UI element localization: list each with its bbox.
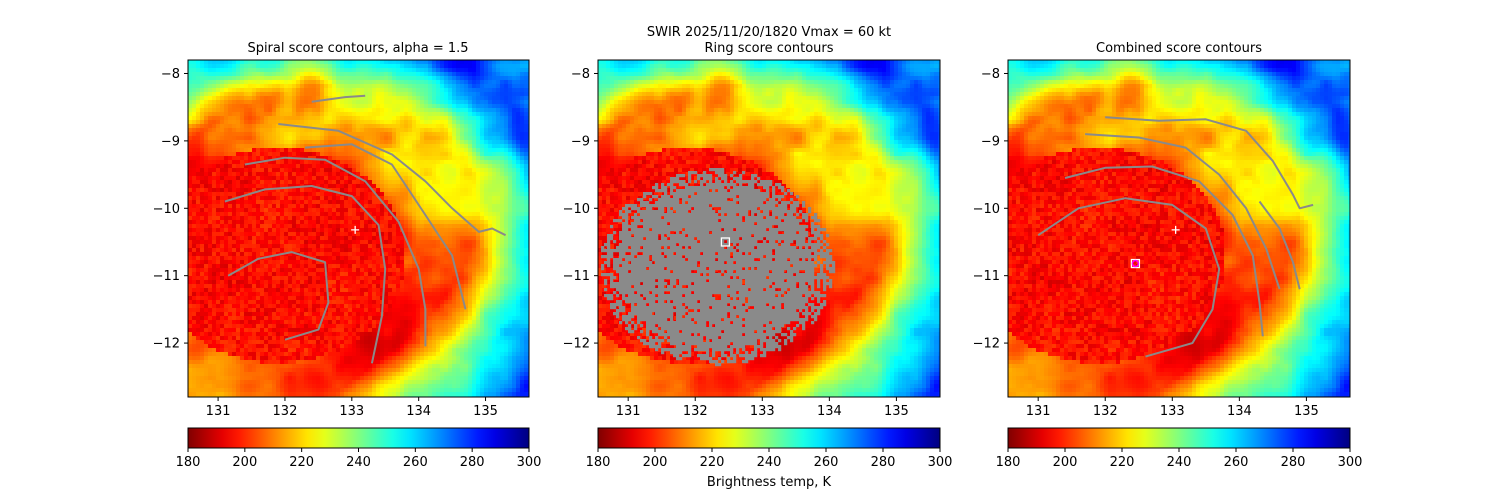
y-tick-label: −9 <box>161 134 180 149</box>
score-contour <box>1085 133 1281 290</box>
y-tick-label: −11 <box>973 269 1000 284</box>
y-tick-label: −9 <box>981 134 1000 149</box>
colorbar-tick-label: 200 <box>643 455 668 470</box>
axes-frame <box>597 59 941 398</box>
x-tick-label: 131 <box>1026 404 1051 419</box>
colorbar-tick-label: 220 <box>1110 455 1135 470</box>
x-tick-label: 133 <box>339 404 364 419</box>
panel-title: Spiral score contours, alpha = 1.5 <box>247 41 468 56</box>
y-tick-label: −11 <box>563 269 590 284</box>
colorbar-tick-label: 280 <box>871 455 896 470</box>
x-tick-label: 133 <box>1160 404 1185 419</box>
score-contour <box>224 185 387 364</box>
score-contour <box>304 143 467 310</box>
x-tick-label: 134 <box>406 404 431 419</box>
colorbar-tick-label: 240 <box>346 455 371 470</box>
colorbar-tick-label: 260 <box>814 455 839 470</box>
panel-combined: Combined score contours 131 132 133 134 135 −… <box>973 41 1363 470</box>
colorbar-tick-label: 240 <box>1167 455 1192 470</box>
y-tick-label: −10 <box>563 202 590 217</box>
colorbar-tick-label: 180 <box>996 455 1021 470</box>
figure-suptitle: SWIR 2025/11/20/1820 Vmax = 60 kt <box>647 25 891 40</box>
score-contour <box>1037 197 1221 358</box>
center-plus-marker <box>351 225 360 234</box>
colorbar-tick-label: 280 <box>1281 455 1306 470</box>
colorbar-tick-label: 300 <box>1338 455 1363 470</box>
ring-score-region <box>601 168 836 367</box>
center-circle-marker <box>1131 259 1140 268</box>
y-tick-label: −8 <box>161 67 180 82</box>
x-tick-label: 131 <box>616 404 641 419</box>
x-tick-label: 135 <box>1294 404 1319 419</box>
x-tick-label: 131 <box>206 404 231 419</box>
panel-ring: Ring score contours 131 132 133 134 135 −8 −9 −… <box>563 41 953 470</box>
x-tick-label: 135 <box>473 404 498 419</box>
score-contour <box>244 156 427 347</box>
colorbar-tick-label: 180 <box>176 455 201 470</box>
colorbar-tick-label: 240 <box>757 455 782 470</box>
score-contour <box>278 123 507 237</box>
y-tick-label: −10 <box>973 202 1000 217</box>
x-tick-label: 132 <box>683 404 708 419</box>
colorbar-tick-label: 260 <box>1224 455 1249 470</box>
x-tick-label: 135 <box>884 404 909 419</box>
brightness-heatmap <box>1008 60 1350 397</box>
colorbar-gradient <box>187 427 530 449</box>
y-tick-label: −12 <box>973 337 1000 352</box>
center-square-marker <box>1130 258 1141 269</box>
colorbar-label: Brightness temp, K <box>707 475 832 490</box>
plot-area: 131 132 133 134 135 −8 −9 −10 −11 −12 <box>973 59 1351 419</box>
colorbar-tick-label: 280 <box>460 455 485 470</box>
plot-area: 131 132 133 134 135 −8 −9 −10 −11 −12 <box>153 59 530 419</box>
panel-title: Combined score contours <box>1096 41 1262 56</box>
center-square-marker <box>720 237 731 247</box>
x-tick-label: 132 <box>273 404 298 419</box>
y-tick-label: −9 <box>571 134 590 149</box>
colorbar-tick-label: 300 <box>517 455 542 470</box>
x-tick-label: 134 <box>1227 404 1252 419</box>
colorbar: 180 200 220 240 260 280 300 <box>176 427 542 470</box>
score-contour <box>227 251 330 341</box>
x-tick-label: 133 <box>750 404 775 419</box>
score-contour <box>1064 165 1264 337</box>
colorbar-tick-label: 200 <box>1053 455 1078 470</box>
colorbar-tick-label: 200 <box>232 455 257 470</box>
colorbar-tick-label: 300 <box>928 455 953 470</box>
y-tick-label: −10 <box>153 202 180 217</box>
x-tick-label: 134 <box>817 404 842 419</box>
colorbar: 180 200 220 240 260 280 300 <box>996 427 1363 470</box>
y-tick-label: −12 <box>563 337 590 352</box>
colorbar-tick-label: 220 <box>289 455 314 470</box>
axes-frame <box>1007 59 1351 398</box>
y-tick-label: −8 <box>981 67 1000 82</box>
colorbar: 180 200 220 240 260 280 300 <box>586 427 953 470</box>
center-plus-marker <box>1171 225 1180 234</box>
y-tick-label: −12 <box>153 337 180 352</box>
x-tick-label: 132 <box>1093 404 1118 419</box>
axes-frame <box>187 59 530 398</box>
colorbar-tick-label: 260 <box>403 455 428 470</box>
colorbar-gradient <box>597 427 941 449</box>
score-contour <box>1258 200 1301 290</box>
score-contour <box>311 94 366 103</box>
colorbar-gradient <box>1007 427 1351 449</box>
brightness-heatmap <box>188 60 529 397</box>
panel-title: Ring score contours <box>704 41 833 56</box>
y-tick-label: −11 <box>153 269 180 284</box>
colorbar-tick-label: 180 <box>586 455 611 470</box>
plot-area: 131 132 133 134 135 −8 −9 −10 −11 −12 <box>563 59 941 419</box>
colorbar-tick-label: 220 <box>700 455 725 470</box>
panel-spiral: Spiral score contours, alpha = 1.5 131 13… <box>153 41 542 470</box>
score-contour <box>1105 116 1314 210</box>
y-tick-label: −8 <box>571 67 590 82</box>
